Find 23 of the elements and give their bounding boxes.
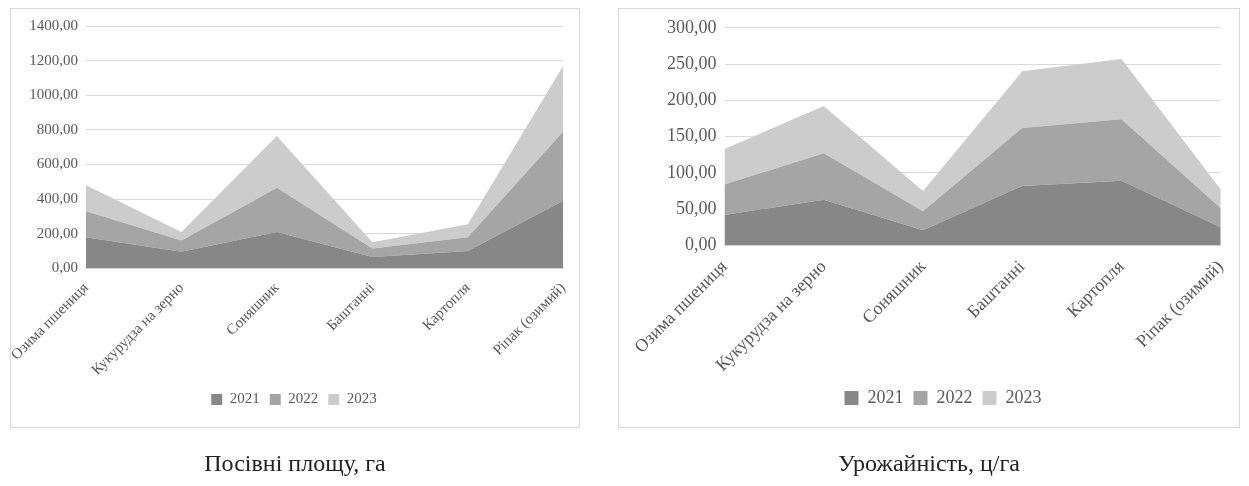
y-tick-label: 200,00 (36, 224, 78, 241)
y-tick-label: 0,00 (51, 259, 78, 276)
y-tick-label: 100,00 (667, 161, 717, 182)
y-tick-label: 150,00 (667, 125, 717, 146)
legend-label: 2022 (288, 390, 319, 407)
y-tick-label: 200,00 (667, 89, 717, 110)
text: Посівні площу, га (203, 450, 387, 477)
legend-label: 2021 (867, 386, 904, 407)
y-tick-label: 250,00 (667, 52, 717, 73)
y-tick-label: 300,00 (667, 16, 717, 37)
legend-label: 2021 (229, 390, 260, 407)
y-tick-label: 800,00 (36, 120, 78, 137)
y-tick-label: 50,00 (676, 197, 717, 218)
y-tick-label: 1000,00 (29, 86, 78, 103)
text: Урожайність, ц/га (837, 450, 1021, 477)
y-tick-label: 1400,00 (29, 16, 78, 33)
legend-label: 2023 (1005, 386, 1042, 407)
y-tick-label: 400,00 (36, 190, 78, 207)
y-tick-label: 1200,00 (29, 51, 78, 68)
legend-label: 2023 (346, 390, 377, 407)
y-tick-label: 0,00 (685, 234, 717, 255)
legend-label: 2022 (936, 386, 973, 407)
y-tick-label: 600,00 (36, 155, 78, 172)
